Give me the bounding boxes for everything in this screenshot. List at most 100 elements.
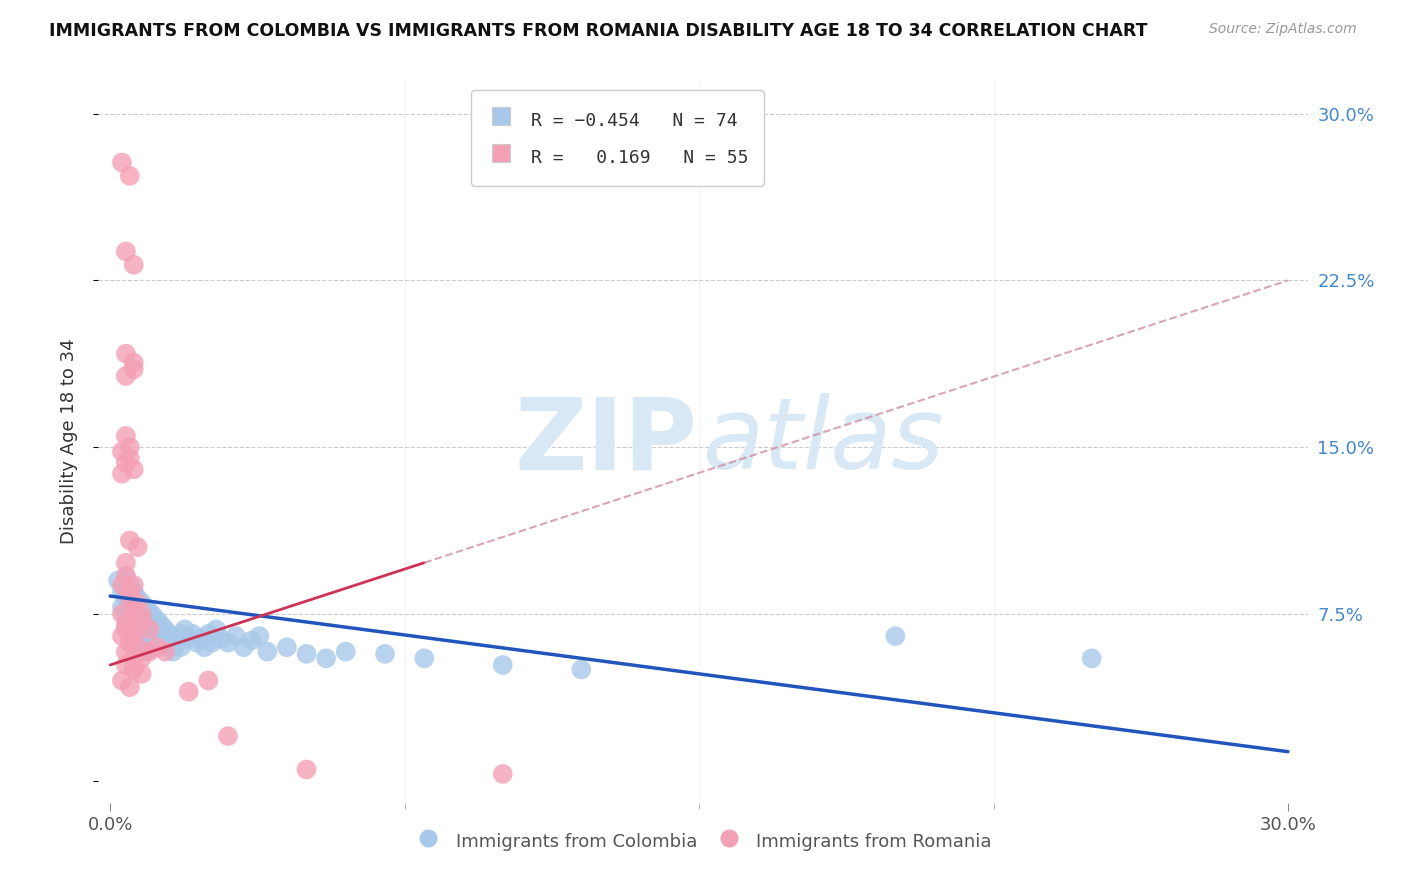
Point [142, 640, 165, 655]
Point [131, 596, 153, 610]
Point [122, 623, 145, 637]
Point [122, 629, 145, 643]
Point [115, 623, 138, 637]
Point [122, 362, 145, 376]
Point [115, 556, 138, 570]
Point [884, 629, 907, 643]
Point [118, 591, 141, 606]
Point [162, 632, 184, 646]
Point [131, 666, 153, 681]
Point [197, 627, 219, 641]
Point [115, 368, 138, 383]
Point [135, 614, 157, 628]
Point [1080, 651, 1102, 665]
Text: atlas: atlas [703, 393, 945, 490]
Point [217, 729, 239, 743]
Point [122, 356, 145, 370]
Point [122, 578, 145, 592]
Point [170, 640, 193, 655]
Point [118, 578, 141, 592]
Point [111, 155, 134, 169]
Point [122, 462, 145, 476]
Point [142, 609, 165, 624]
Point [118, 584, 141, 599]
Point [181, 627, 204, 641]
Point [153, 636, 176, 650]
Point [115, 347, 138, 361]
Point [225, 629, 247, 643]
Point [122, 651, 145, 665]
Point [111, 578, 134, 592]
Point [118, 440, 141, 454]
Point [131, 607, 153, 621]
Point [111, 673, 134, 688]
Point [111, 607, 134, 621]
Point [142, 623, 165, 637]
Point [111, 600, 134, 615]
Point [146, 614, 169, 628]
Point [150, 618, 173, 632]
Point [492, 657, 515, 672]
Point [157, 640, 180, 655]
Point [118, 636, 141, 650]
Point [138, 605, 160, 619]
Point [127, 596, 149, 610]
Point [138, 618, 160, 632]
Point [122, 662, 145, 676]
Point [162, 645, 184, 659]
Text: IMMIGRANTS FROM COLOMBIA VS IMMIGRANTS FROM ROMANIA DISABILITY AGE 18 TO 34 CORR: IMMIGRANTS FROM COLOMBIA VS IMMIGRANTS F… [49, 22, 1147, 40]
Point [153, 623, 176, 637]
Point [122, 600, 145, 615]
Point [122, 584, 145, 599]
Point [127, 605, 149, 619]
Point [111, 629, 134, 643]
Point [186, 636, 208, 650]
Point [131, 623, 153, 637]
Point [209, 632, 232, 646]
Point [118, 607, 141, 621]
Point [122, 636, 145, 650]
Point [177, 632, 200, 646]
Point [127, 640, 149, 655]
Point [118, 636, 141, 650]
Point [122, 258, 145, 272]
Point [247, 629, 270, 643]
Point [295, 647, 318, 661]
Point [150, 632, 173, 646]
Point [413, 651, 436, 665]
Point [131, 640, 153, 655]
Point [131, 614, 153, 628]
Point [166, 636, 188, 650]
Point [173, 623, 195, 637]
Point [177, 684, 200, 698]
Point [111, 444, 134, 458]
Legend: Immigrants from Colombia, Immigrants from Romania: Immigrants from Colombia, Immigrants fro… [406, 822, 1000, 859]
Point [135, 600, 157, 615]
Point [127, 618, 149, 632]
Point [276, 640, 298, 655]
Point [127, 632, 149, 646]
Point [118, 629, 141, 643]
Point [569, 662, 592, 676]
Point [374, 647, 396, 661]
Point [131, 609, 153, 624]
Point [115, 657, 138, 672]
Point [115, 618, 138, 632]
Point [115, 607, 138, 621]
Point [115, 429, 138, 443]
Text: Source: ZipAtlas.com: Source: ZipAtlas.com [1209, 22, 1357, 37]
Point [118, 591, 141, 606]
Point [138, 632, 160, 646]
Point [295, 763, 318, 777]
Point [118, 618, 141, 632]
Point [115, 569, 138, 583]
Point [197, 673, 219, 688]
Point [138, 623, 160, 637]
Point [118, 451, 141, 466]
Point [170, 627, 193, 641]
Point [157, 627, 180, 641]
Point [115, 618, 138, 632]
Point [315, 651, 337, 665]
Point [240, 633, 263, 648]
Point [153, 645, 176, 659]
